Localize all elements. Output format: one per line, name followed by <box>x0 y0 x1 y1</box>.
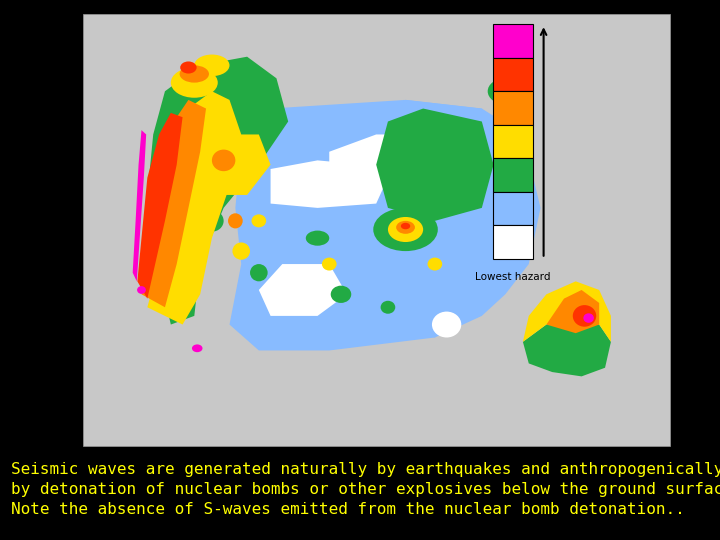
Text: 8-16: 8-16 <box>502 137 524 146</box>
Text: 4-8: 4-8 <box>505 171 521 179</box>
Ellipse shape <box>306 231 329 246</box>
Polygon shape <box>247 122 446 221</box>
Ellipse shape <box>396 221 415 234</box>
Ellipse shape <box>381 301 395 314</box>
Ellipse shape <box>171 68 217 98</box>
Ellipse shape <box>388 217 423 242</box>
Polygon shape <box>405 100 541 338</box>
Ellipse shape <box>583 313 594 323</box>
Ellipse shape <box>322 258 336 271</box>
Text: 32+: 32+ <box>503 37 523 45</box>
Ellipse shape <box>487 78 523 104</box>
Bar <box>493 91 533 125</box>
Ellipse shape <box>428 258 442 271</box>
Polygon shape <box>523 281 611 342</box>
Polygon shape <box>230 100 517 350</box>
Polygon shape <box>212 134 271 195</box>
Text: Seismic waves are generated naturally by earthquakes and anthropogenically
by de: Seismic waves are generated naturally by… <box>11 462 720 517</box>
Ellipse shape <box>179 65 209 83</box>
Text: Lowest hazard: Lowest hazard <box>475 272 551 282</box>
Ellipse shape <box>137 286 146 294</box>
Bar <box>493 58 533 91</box>
Ellipse shape <box>330 286 351 303</box>
Ellipse shape <box>192 345 202 352</box>
Ellipse shape <box>194 55 230 76</box>
Text: 16-24: 16-24 <box>498 104 528 112</box>
Ellipse shape <box>401 223 410 230</box>
Polygon shape <box>329 134 423 186</box>
Polygon shape <box>259 264 347 316</box>
Bar <box>493 225 533 259</box>
Bar <box>493 192 533 225</box>
Bar <box>83 14 670 445</box>
Polygon shape <box>523 316 611 376</box>
Ellipse shape <box>212 150 235 171</box>
Ellipse shape <box>200 210 224 232</box>
Polygon shape <box>271 160 388 208</box>
Ellipse shape <box>180 62 197 73</box>
Polygon shape <box>329 221 423 281</box>
Polygon shape <box>148 57 288 325</box>
Text: 2-4: 2-4 <box>505 204 521 213</box>
Bar <box>493 158 533 192</box>
Polygon shape <box>132 130 146 281</box>
Ellipse shape <box>335 167 370 188</box>
Bar <box>493 125 533 158</box>
Ellipse shape <box>233 242 250 260</box>
Text: % g: % g <box>454 134 485 149</box>
Text: Highest hazard: Highest hazard <box>474 1 552 11</box>
Polygon shape <box>546 290 599 333</box>
Text: 24-32: 24-32 <box>498 70 528 79</box>
Ellipse shape <box>373 208 438 251</box>
Ellipse shape <box>432 312 462 338</box>
Ellipse shape <box>250 264 268 281</box>
Polygon shape <box>138 113 183 299</box>
Ellipse shape <box>251 214 266 227</box>
Ellipse shape <box>228 213 243 228</box>
Polygon shape <box>142 100 206 307</box>
Polygon shape <box>288 273 423 338</box>
Text: 0-2: 0-2 <box>505 238 521 246</box>
Polygon shape <box>148 91 241 325</box>
Polygon shape <box>377 109 494 221</box>
Ellipse shape <box>573 305 596 327</box>
Bar <box>493 24 533 58</box>
